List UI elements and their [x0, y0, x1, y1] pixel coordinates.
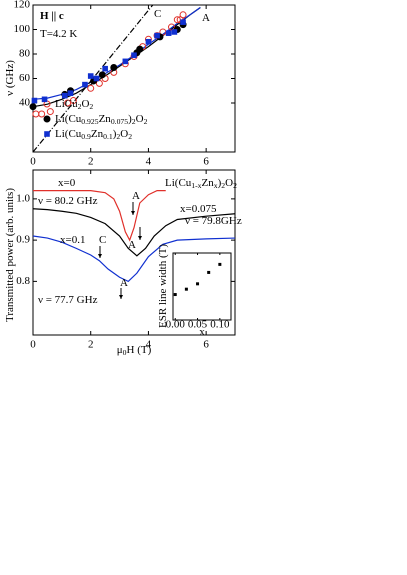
annotation: ν = 79.8GHz [185, 215, 242, 227]
marker [46, 108, 54, 116]
fit-line [32, 6, 201, 108]
marker [165, 30, 172, 36]
y-tick-label: 1.0 [16, 192, 30, 204]
y-tick-label: 80 [19, 48, 31, 60]
plot-frame [32, 169, 236, 336]
y-tick-label: 120 [14, 0, 31, 11]
marker [95, 79, 103, 87]
x-axis-label: μ0H (T) [117, 344, 152, 357]
annotation: H || c [40, 10, 64, 22]
spectrum-line [33, 190, 166, 242]
marker [168, 23, 176, 31]
marker [184, 287, 188, 291]
annotation: A [120, 277, 128, 289]
annotation: ν = 77.7 GHz [38, 294, 98, 306]
fit-line [32, 4, 154, 153]
marker [122, 58, 129, 65]
arrow-head [119, 295, 123, 299]
legend-marker [43, 115, 51, 123]
marker [218, 262, 222, 266]
marker [207, 270, 211, 274]
legend-label: LiCu2O2 [55, 98, 93, 111]
y-tick-label: 100 [14, 23, 31, 35]
x-tick-label: 6 [203, 156, 209, 168]
annotation: x=0.1 [60, 234, 85, 246]
marker [38, 110, 46, 118]
y-tick-label: 0.8 [16, 275, 30, 287]
marker [32, 110, 40, 118]
marker [102, 65, 108, 72]
x-tick-label: 0.10 [210, 319, 230, 331]
marker [29, 103, 37, 111]
marker [136, 45, 144, 53]
plot-frame [172, 252, 232, 321]
marker [196, 282, 200, 286]
x-axis-label: x [199, 326, 205, 338]
marker [98, 71, 106, 79]
marker [171, 29, 178, 35]
legend-marker [44, 131, 50, 137]
marker [131, 52, 137, 59]
y-tick-label: 0.9 [16, 234, 30, 246]
marker [173, 293, 177, 297]
marker [145, 38, 152, 45]
legend-label: Li(Cu0.925Zn0.075)2O2 [55, 113, 148, 126]
annotation: Li(Cu1-xZnx)2O2 [165, 177, 237, 190]
y-axis-label: ESR line width (T) [157, 244, 169, 328]
y-axis-label: Transmitted power (arb. units) [4, 188, 16, 322]
x-tick-label: 0 [30, 156, 36, 168]
annotation: A [132, 190, 140, 202]
annotation: C [154, 8, 161, 20]
marker [31, 97, 38, 104]
marker [110, 63, 118, 71]
marker [82, 81, 88, 88]
spectrum-line [32, 208, 236, 257]
annotation: A [202, 12, 210, 24]
x-tick-label: 4 [146, 339, 152, 351]
marker [64, 99, 72, 107]
marker [179, 11, 187, 19]
annotation: T=4.2 K [40, 28, 77, 40]
x-tick-label: 0.05 [188, 319, 208, 331]
marker [87, 73, 94, 79]
annotation: C [99, 234, 106, 246]
arrow-head [98, 254, 102, 258]
x-tick-label: 0 [30, 339, 36, 351]
legend-label: Li(Cu0.9Zn0.1)2O2 [55, 128, 132, 141]
y-tick-label: 40 [19, 97, 31, 109]
annotation: A [128, 239, 136, 251]
marker [67, 90, 74, 96]
arrow-head [131, 211, 135, 215]
x-tick-label: 0.00 [166, 319, 186, 331]
x-tick-label: 2 [88, 156, 94, 168]
y-axis-label: ν (GHz) [4, 60, 16, 96]
x-tick-label: 2 [88, 339, 94, 351]
marker [41, 96, 48, 103]
marker [61, 92, 68, 99]
y-tick-label: 60 [19, 72, 31, 84]
marker [154, 32, 160, 39]
marker [93, 75, 100, 82]
x-tick-label: 6 [203, 339, 209, 351]
annotation: x=0 [58, 177, 76, 189]
marker [87, 84, 95, 92]
marker [180, 19, 186, 25]
spectrum-line [32, 235, 236, 283]
marker [69, 97, 77, 105]
arrow-head [138, 236, 142, 240]
annotation: ν = 80.2 GHz [38, 195, 98, 207]
x-tick-label: 4 [146, 156, 152, 168]
annotation: x=0.075 [180, 203, 217, 215]
